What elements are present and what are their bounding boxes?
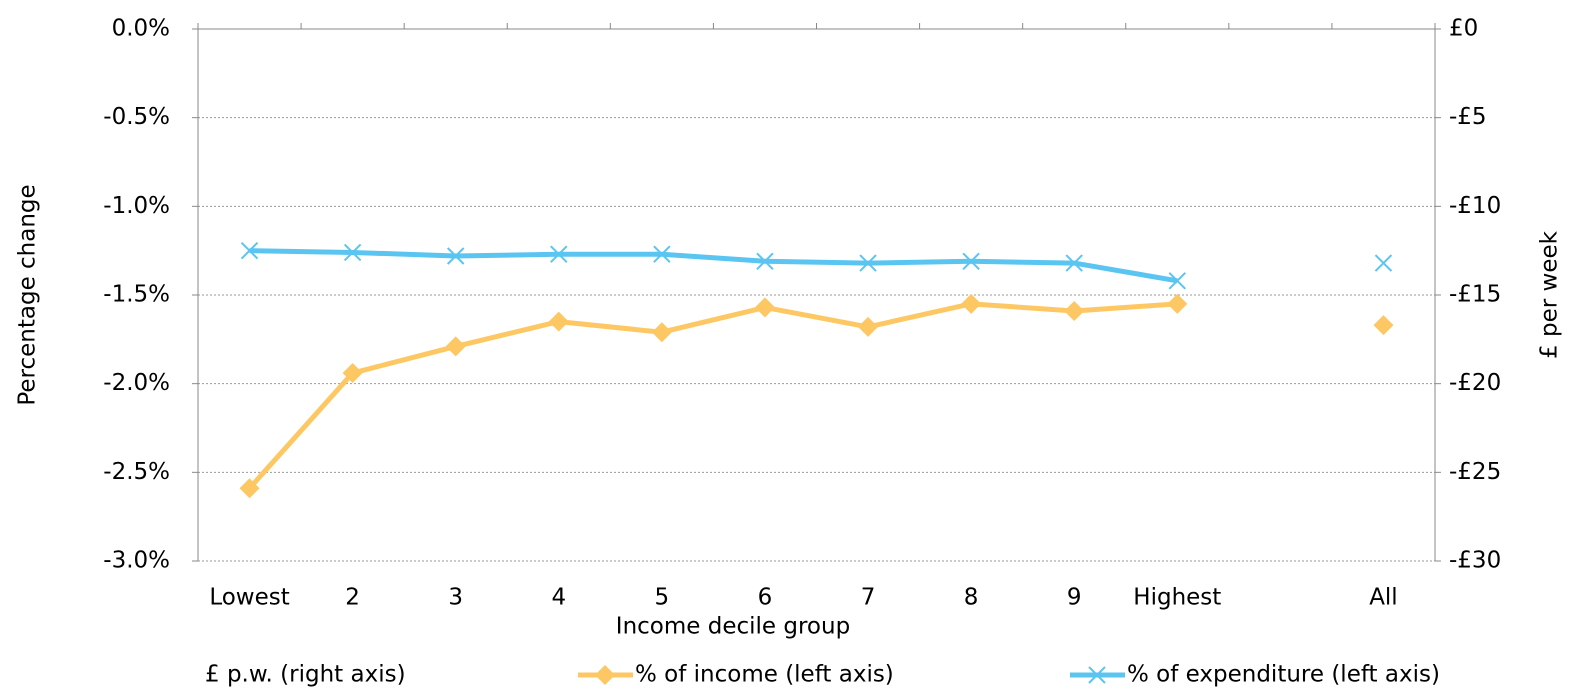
y-tick-label: -2.5% — [103, 459, 170, 485]
data-point — [961, 293, 982, 314]
series-line — [250, 304, 1384, 488]
data-point — [240, 241, 259, 260]
x-axis-label: Income decile group — [616, 614, 850, 640]
data-point — [445, 336, 466, 357]
x-tick-label: Highest — [1133, 585, 1221, 611]
legend-marker — [595, 665, 615, 685]
legend-label: % of expenditure (left axis) — [1127, 662, 1440, 688]
data-point — [859, 254, 877, 272]
y-axis-label: Percentage change — [15, 184, 41, 405]
x-tick-label: 9 — [1067, 585, 1082, 611]
y-tick-label: -2.0% — [103, 370, 170, 396]
y2-tick-label: -£25 — [1449, 459, 1501, 485]
data-point — [1064, 300, 1085, 321]
data-point — [1373, 315, 1394, 336]
series-line — [250, 251, 1384, 281]
data-point — [651, 322, 672, 343]
data-point — [754, 297, 775, 318]
data-point — [342, 363, 363, 384]
data-point — [756, 252, 774, 271]
legend-marker — [1088, 666, 1106, 684]
x-tick-label: 8 — [964, 585, 979, 611]
x-tick-label: 4 — [551, 585, 566, 611]
data-point — [1374, 254, 1393, 272]
y2-tick-label: -£5 — [1449, 104, 1487, 130]
data-point — [1168, 272, 1186, 290]
x-tick-label: 6 — [758, 585, 773, 611]
y2-tick-label: -£15 — [1449, 282, 1501, 308]
data-point — [550, 245, 568, 263]
y-tick-label: -3.0% — [103, 548, 170, 574]
data-point — [548, 311, 569, 332]
x-tick-label: 5 — [655, 585, 670, 611]
x-tick-label: All — [1369, 585, 1398, 611]
y-tick-label: -1.0% — [103, 193, 170, 219]
x-tick-label: 7 — [861, 585, 876, 611]
y-tick-label: -1.5% — [103, 282, 170, 308]
y2-tick-label: -£30 — [1449, 548, 1501, 574]
x-tick-label: Lowest — [209, 585, 289, 611]
data-point — [1167, 293, 1188, 314]
legend-label: £ p.w. (right axis) — [205, 662, 406, 688]
data-point — [1065, 254, 1083, 272]
data-point — [962, 252, 980, 271]
data-point — [858, 316, 879, 337]
x-tick-label: 2 — [345, 585, 360, 611]
y-tick-label: 0.0% — [112, 16, 170, 42]
y2-tick-label: £0 — [1449, 16, 1478, 42]
data-point — [447, 247, 465, 265]
y-tick-label: -0.5% — [103, 104, 170, 130]
data-point — [239, 478, 260, 499]
data-point — [653, 245, 671, 263]
y2-axis-label: £ per week — [1537, 230, 1563, 359]
data-point — [343, 243, 362, 262]
y2-tick-label: -£10 — [1449, 193, 1501, 219]
x-tick-label: 3 — [448, 585, 463, 611]
legend-label: % of income (left axis) — [635, 662, 894, 688]
y2-tick-label: -£20 — [1449, 370, 1501, 396]
